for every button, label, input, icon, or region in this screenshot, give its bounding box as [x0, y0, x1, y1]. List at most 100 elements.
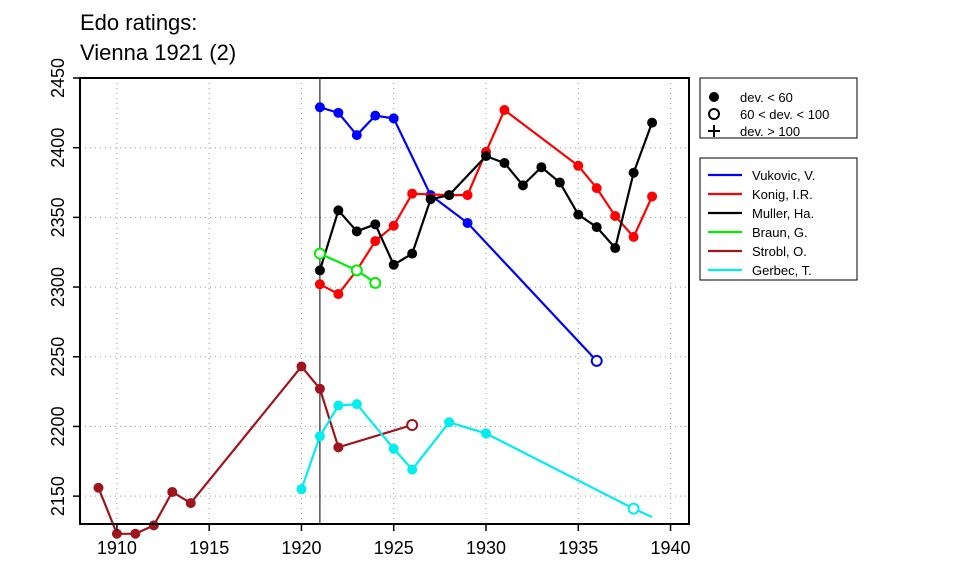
data-point [185, 498, 196, 509]
y-tick-label: 2200 [48, 406, 68, 446]
data-point [333, 205, 344, 216]
data-point [444, 417, 455, 428]
series-legend-box [699, 157, 858, 281]
y-tick-label: 2150 [48, 476, 68, 516]
series-5 [296, 399, 653, 519]
marker-legend-symbol [708, 125, 720, 137]
data-point [407, 464, 418, 475]
data-point [167, 486, 178, 497]
data-point [406, 419, 419, 432]
data-point [627, 502, 640, 515]
series-line [300, 402, 653, 519]
marker-legend-label: dev. < 60 [740, 90, 793, 105]
y-tick-label: 2350 [48, 197, 68, 237]
y-axis: 2150 2200 2250 2300 2350 2400 2450 [48, 58, 80, 516]
x-tick-label: 1935 [558, 538, 598, 558]
data-point [351, 399, 362, 410]
data-point [388, 113, 399, 124]
series-2 [314, 117, 658, 276]
data-point [499, 158, 510, 169]
data-point [425, 194, 436, 205]
y-tick-label: 2300 [48, 267, 68, 307]
x-tick-label: 1915 [189, 538, 229, 558]
data-point [647, 117, 658, 128]
series-legend-label: Vukovic, V. [752, 168, 815, 183]
data-point [333, 400, 344, 411]
data-point [590, 354, 603, 367]
marker-legend-label: dev. > 100 [740, 124, 800, 139]
data-point [610, 243, 621, 254]
data-point [573, 209, 584, 220]
series-4 [93, 361, 419, 539]
x-tick-label: 1940 [651, 538, 691, 558]
marker-legend: dev. < 60 60 < dev. < 100 dev. > 100 [699, 77, 858, 139]
data-point [554, 177, 565, 188]
series-1 [314, 105, 658, 300]
data-point [499, 105, 510, 116]
data-point [370, 110, 381, 121]
series-line [319, 106, 598, 362]
data-point [370, 219, 381, 230]
series-line [319, 108, 654, 296]
series-legend-label: Strobl, O. [752, 244, 807, 259]
data-point [628, 167, 639, 178]
data-point [647, 191, 658, 202]
data-point [314, 383, 325, 394]
data-point [388, 220, 399, 231]
data-point [370, 236, 381, 247]
plot-frame [79, 77, 690, 525]
data-point [296, 361, 307, 372]
data-point [610, 210, 621, 221]
series-line [319, 252, 376, 284]
data-point [111, 528, 122, 539]
chart-title-line-1: Edo ratings: [80, 10, 197, 35]
marker-legend-symbol [709, 92, 719, 102]
data-point [369, 276, 382, 289]
data-point [481, 151, 491, 162]
data-point [591, 222, 602, 233]
data-point [333, 107, 344, 118]
data-point [517, 180, 528, 191]
x-axis: 1910 1915 1920 1925 1930 1935 1940 [97, 524, 691, 558]
data-point [296, 484, 307, 495]
marker-legend-label: 60 < dev. < 100 [740, 107, 829, 122]
data-point [388, 259, 399, 270]
series-legend-label: Braun, G. [752, 225, 808, 240]
data-point [407, 188, 418, 199]
data-point [591, 183, 602, 194]
data-point [93, 482, 104, 493]
data-point [388, 443, 399, 454]
data-point [313, 247, 326, 260]
data-point [333, 289, 344, 300]
data-point [462, 190, 473, 201]
marker-legend-symbol [708, 108, 720, 120]
series-0 [314, 102, 603, 367]
grid-lines [80, 77, 689, 524]
x-tick-label: 1910 [97, 538, 137, 558]
x-tick-label: 1930 [466, 538, 506, 558]
data-point [350, 264, 363, 277]
y-tick-label: 2400 [48, 128, 68, 168]
data-point [351, 226, 362, 237]
series-group [93, 102, 658, 539]
x-tick-label: 1925 [374, 538, 414, 558]
series-3 [313, 247, 382, 289]
marker-legend-box [699, 77, 858, 139]
chart-title-line-2: Vienna 1921 (2) [80, 40, 236, 65]
data-point [407, 248, 418, 259]
x-tick-label: 1920 [281, 538, 321, 558]
data-point [314, 431, 325, 442]
data-point [351, 130, 362, 141]
data-point [481, 428, 491, 439]
y-tick-label: 2450 [48, 58, 68, 98]
series-legend-label: Muller, Ha. [752, 206, 814, 221]
data-point [314, 265, 325, 276]
data-point [314, 102, 325, 113]
series-line [97, 364, 413, 535]
data-point [130, 528, 141, 539]
series-legend-label: Konig, I.R. [752, 187, 813, 202]
data-point [444, 190, 455, 201]
series-legend-label: Gerbec, T. [752, 263, 812, 278]
y-tick-label: 2250 [48, 337, 68, 377]
